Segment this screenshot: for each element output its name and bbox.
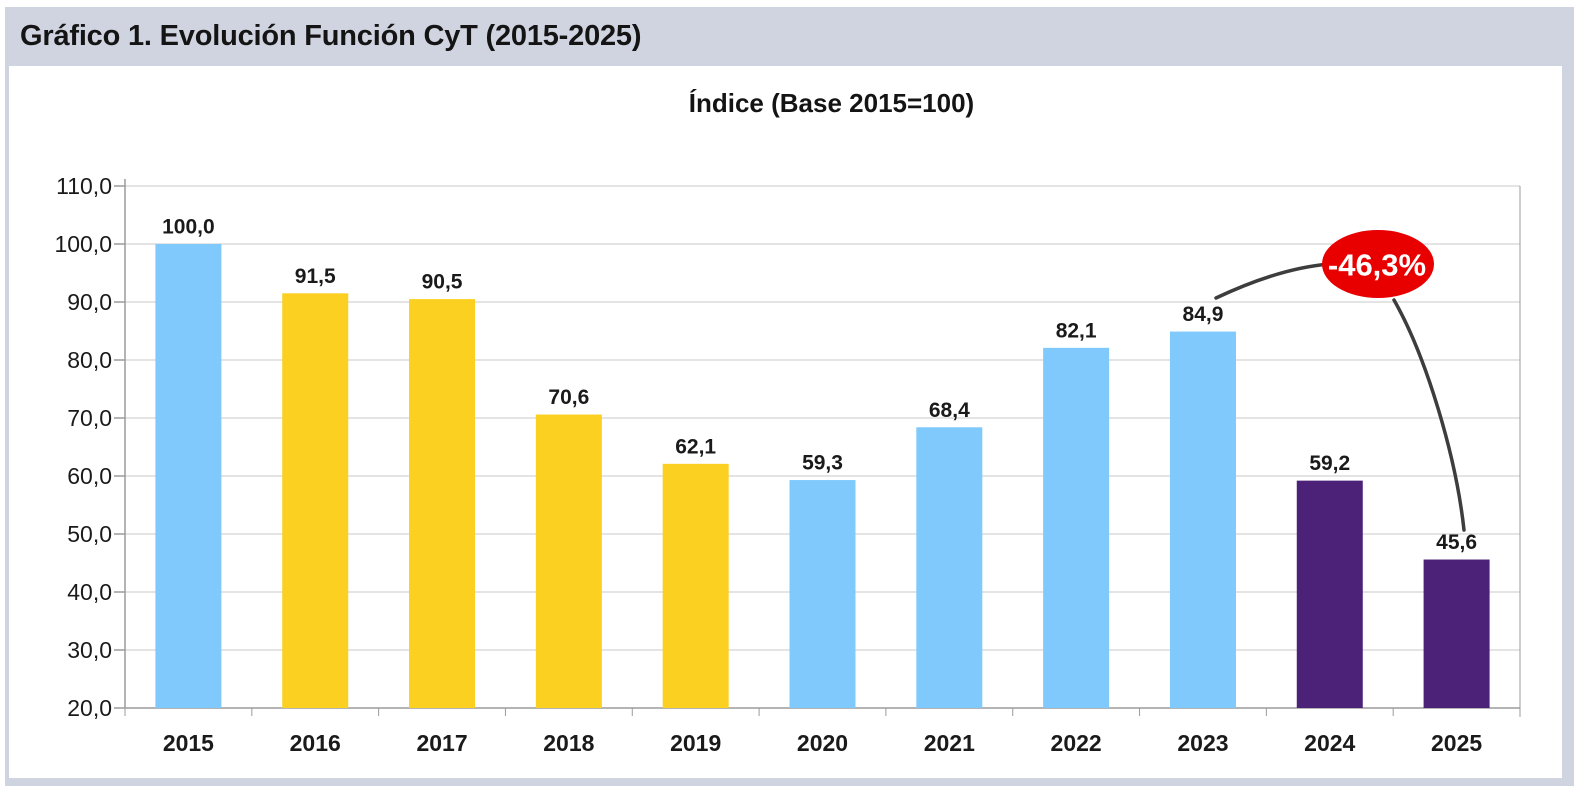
x-axis-label: 2015 [163,730,214,756]
bar-value-label: 59,3 [802,452,843,475]
x-axis-label: 2016 [290,730,341,756]
x-axis-label: 2018 [543,730,594,756]
bar-2018 [535,414,602,708]
annotation-ellipse [1322,230,1434,298]
bar-value-label: 100,0 [162,216,215,239]
annotation-label: -46,3% [1328,248,1426,283]
bar-value-label: 84,9 [1183,303,1224,326]
y-axis-label: 30,0 [67,637,112,663]
y-axis-label: 100,0 [54,231,112,257]
bar-value-label: 90,5 [422,271,463,294]
bar-2024 [1296,480,1363,708]
bar-2019 [662,463,729,708]
annotation-connector-from-2023 [1214,262,1332,300]
bar-2023 [1169,331,1236,708]
bar-value-label: 59,2 [1309,452,1350,475]
x-axis-label: 2023 [1177,730,1228,756]
y-axis-label: 110,0 [56,173,112,199]
bar-value-label: 68,4 [929,399,970,422]
x-axis-label: 2022 [1051,730,1102,756]
chart-title: Índice (Base 2015=100) [688,88,975,118]
bar-value-label: 62,1 [675,435,716,458]
x-axis-label: 2021 [924,730,975,756]
y-axis-label: 40,0 [67,579,112,605]
bar-value-label: 82,1 [1056,319,1097,342]
figure-title: Gráfico 1. Evolución Función CyT (2015-2… [20,20,642,52]
bar-2021 [916,427,983,708]
y-axis-label: 70,0 [67,405,112,431]
bar-value-label: 91,5 [295,265,336,288]
y-axis-label: 50,0 [67,521,112,547]
bar-value-label: 45,6 [1436,531,1477,554]
x-axis-label: 2017 [416,730,467,756]
x-axis-label: 2019 [670,730,721,756]
y-axis-label: 90,0 [67,289,112,315]
bar-2025 [1423,559,1490,708]
bar-2020 [789,480,856,708]
bar-2022 [1043,347,1110,708]
y-axis-label: 20,0 [67,695,112,721]
annotation-connector-to-2025 [1392,298,1466,532]
bar-2017 [409,299,476,708]
y-axis-label: 80,0 [67,347,112,373]
x-axis-label: 2020 [797,730,848,756]
y-axis-label: 60,0 [67,463,112,489]
x-axis-label: 2024 [1304,730,1355,756]
bar-value-label: 70,6 [548,386,589,409]
bar-2015 [155,244,222,708]
x-axis-label: 2025 [1431,730,1482,756]
bar-2016 [282,293,349,708]
